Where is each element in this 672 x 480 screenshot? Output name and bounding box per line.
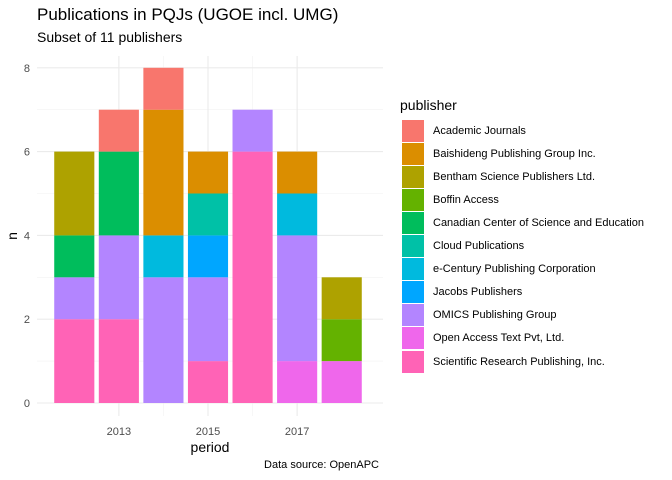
legend-label: Bentham Science Publishers Ltd. — [433, 171, 596, 184]
bar-segment — [143, 277, 184, 403]
legend-title: publisher — [400, 97, 457, 113]
legend-label: Canadian Center of Science and Education — [433, 217, 644, 230]
bar-segment — [143, 235, 184, 278]
bar-segment — [54, 151, 95, 236]
bar-segment — [321, 319, 362, 362]
bar-segment — [98, 109, 139, 152]
bar-segment — [321, 277, 362, 320]
bar-segment — [54, 319, 95, 403]
legend-label: Baishideng Publishing Group Inc. — [433, 148, 596, 161]
y-tick-label: 0 — [24, 398, 30, 410]
bar-segment — [277, 193, 318, 236]
y-tick-label: 2 — [24, 314, 30, 326]
legend-key — [402, 143, 424, 166]
legend-key — [402, 327, 424, 350]
bar-segment — [277, 235, 318, 362]
bar-segment — [143, 109, 184, 236]
bar-segment — [187, 235, 229, 278]
legend-item: Jacobs Publishers — [402, 281, 523, 304]
legend-key — [402, 258, 424, 281]
bar-segment — [54, 277, 95, 320]
legend-key — [402, 120, 424, 142]
chart-title: Publications in PQJs (UGOE incl. UMG) — [37, 5, 339, 24]
bar-segment — [98, 235, 139, 320]
legend-label: Open Access Text Pvt, Ltd. — [433, 332, 565, 345]
legend-key — [402, 212, 424, 235]
bar-segment — [143, 67, 184, 110]
legend-item: Scientific Research Publishing, Inc. — [402, 350, 605, 373]
legend-item: e-Century Publishing Corporation — [402, 258, 596, 281]
bar-segment — [98, 151, 139, 236]
chart-subtitle: Subset of 11 publishers — [37, 29, 183, 45]
legend-item: Boffin Access — [402, 189, 499, 212]
legend-key — [402, 304, 424, 327]
bar-segment — [187, 193, 229, 236]
y-tick-label: 4 — [24, 230, 30, 242]
legend-key — [402, 166, 424, 189]
legend-item: Canadian Center of Science and Education — [402, 212, 644, 235]
legend-item: Baishideng Publishing Group Inc. — [402, 143, 596, 166]
legend-item: Open Access Text Pvt, Ltd. — [402, 327, 565, 350]
legend-label: Cloud Publications — [433, 240, 525, 253]
bar-segment — [232, 151, 273, 403]
chart-caption: Data source: OpenAPC — [264, 459, 379, 471]
y-axis-title: n — [4, 232, 20, 240]
legend-key — [402, 281, 424, 304]
bar-segment — [277, 151, 318, 194]
legend-label: OMICS Publishing Group — [433, 309, 557, 322]
legend-key — [402, 350, 424, 373]
legend-label: e-Century Publishing Corporation — [433, 263, 596, 276]
legend-item: Bentham Science Publishers Ltd. — [402, 166, 596, 189]
legend-item: OMICS Publishing Group — [402, 304, 557, 327]
bar-segment — [54, 235, 95, 278]
bar-segment — [98, 319, 139, 403]
y-tick-label: 6 — [24, 147, 30, 159]
legend-key — [402, 189, 424, 212]
legend-label: Academic Journals — [433, 125, 526, 137]
x-tick-label: 2017 — [285, 426, 309, 438]
bar-segment — [187, 361, 229, 403]
x-axis-title: period — [191, 439, 230, 455]
legend-item: Cloud Publications — [402, 235, 525, 258]
bar-segment — [277, 361, 318, 403]
y-tick-label: 8 — [24, 63, 30, 75]
legend-item: Academic Journals — [402, 120, 526, 142]
legend-label: Jacobs Publishers — [433, 286, 523, 299]
legend-key — [402, 235, 424, 258]
bar-segment — [187, 277, 229, 362]
legend-label: Boffin Access — [433, 194, 499, 207]
legend-label: Scientific Research Publishing, Inc. — [433, 355, 605, 368]
bar-segment — [232, 109, 273, 152]
x-tick-label: 2013 — [107, 426, 131, 438]
bar-segment — [321, 361, 362, 403]
x-tick-label: 2015 — [196, 426, 220, 438]
bar-segment — [187, 151, 229, 194]
